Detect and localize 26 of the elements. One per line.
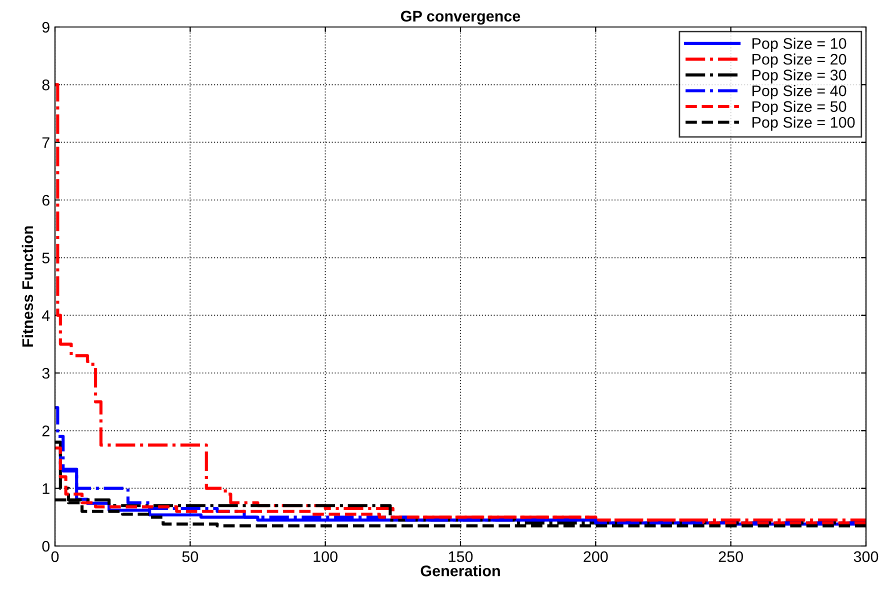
y-tick-label: 8 — [42, 80, 50, 90]
chart-title: GP convergence — [400, 10, 520, 25]
y-tick-label: 0 — [42, 540, 50, 552]
y-tick-label: 1 — [42, 483, 50, 494]
y-tick-label: 3 — [42, 368, 50, 379]
y-axis-title: Fitness Function — [22, 226, 34, 347]
y-tick-label: 7 — [42, 137, 50, 148]
legend-label: Pop Size = 100 — [752, 116, 855, 131]
x-tick-label: 200 — [584, 551, 608, 562]
legend-label: Pop Size = 50 — [752, 100, 846, 116]
y-tick-label: 2 — [42, 426, 50, 436]
x-axis-title: Generation — [420, 565, 500, 576]
x-tick-label: 250 — [718, 551, 743, 562]
legend-label: Pop Size = 20 — [752, 53, 846, 68]
x-tick-label: 100 — [314, 551, 338, 562]
legend-label: Pop Size = 10 — [752, 38, 846, 52]
x-tick-label: 0 — [51, 551, 59, 562]
legend-label: Pop Size = 30 — [752, 69, 846, 84]
y-tick-label: 6 — [42, 194, 50, 206]
x-tick-label: 300 — [854, 551, 878, 562]
y-tick-label: 9 — [42, 22, 50, 33]
x-tick-label: 50 — [182, 551, 198, 562]
y-tick-label: 4 — [42, 310, 50, 321]
legend-label: Pop Size = 40 — [752, 85, 846, 100]
y-tick-label: 5 — [42, 252, 50, 264]
x-tick-label: 150 — [448, 551, 473, 562]
